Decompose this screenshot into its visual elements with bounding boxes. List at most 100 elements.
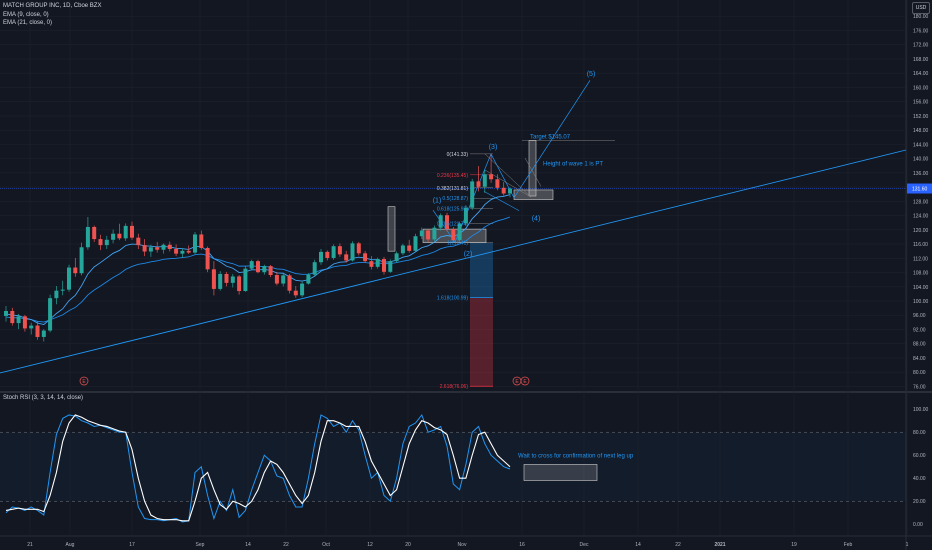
y-tick-label: 76.00 xyxy=(913,384,926,390)
candle-body xyxy=(193,234,197,253)
fib-zone-blue xyxy=(470,242,493,298)
price-axis: 76.00 80.00 84.00 88.00 92.00 96.00 100.00 104.… xyxy=(907,14,932,390)
candle-body xyxy=(148,247,153,252)
candle-body xyxy=(426,230,431,240)
wave-label: (3) xyxy=(489,144,498,151)
candle-body xyxy=(262,266,267,273)
candle-body xyxy=(400,245,405,254)
earnings-marker xyxy=(79,376,89,386)
candle-body xyxy=(432,227,437,240)
wave-height-box xyxy=(528,140,537,197)
candle-body xyxy=(167,244,172,250)
x-tick-label: Dec xyxy=(580,542,589,548)
candle-body xyxy=(174,249,179,254)
y-tick-label: 148.00 xyxy=(913,128,929,134)
x-tick-label: Feb xyxy=(844,542,853,548)
stoch-band xyxy=(0,432,906,502)
candle-body xyxy=(470,181,475,208)
candle-body xyxy=(218,273,223,289)
candle-body xyxy=(382,259,386,272)
earnings-marker xyxy=(520,376,530,386)
fib-level-label: 1.618(100.99) xyxy=(437,295,468,301)
candle-body xyxy=(312,262,317,275)
candle-body xyxy=(438,215,443,228)
candle-body xyxy=(186,250,191,253)
target-text: Target $145.07 xyxy=(530,135,571,141)
y-tick-label: 92.00 xyxy=(913,327,926,333)
candle-body xyxy=(319,251,323,263)
candle-body xyxy=(268,266,273,276)
candle-body xyxy=(136,237,141,246)
drawings xyxy=(0,80,907,387)
y-tick-label: 156.00 xyxy=(913,100,929,106)
fib-zone-red xyxy=(470,297,493,387)
candle-body xyxy=(85,226,90,248)
candle-body xyxy=(407,245,412,251)
x-tick-label: 22 xyxy=(675,542,681,548)
candle-body xyxy=(48,298,53,331)
y-tick-label: 176.00 xyxy=(913,28,929,34)
y-tick-label: 120.00 xyxy=(913,228,929,234)
x-tick-label: 17 xyxy=(129,542,135,548)
candle-body xyxy=(375,259,380,267)
candle-body xyxy=(230,276,235,283)
fib-level-label: 0.382(131.81) xyxy=(437,186,468,192)
y-tick-label: 112.00 xyxy=(913,256,928,262)
x-tick-label: Aug xyxy=(66,542,75,548)
x-tick-label: 2021 xyxy=(714,542,725,548)
candle-body xyxy=(300,283,305,296)
earnings-marker-label: E xyxy=(515,379,519,385)
stoch-k-line xyxy=(5,413,511,523)
candle-body xyxy=(142,245,147,252)
candle-body xyxy=(350,243,355,261)
y-tick-label: 96.00 xyxy=(913,313,926,319)
candle-body xyxy=(445,215,449,230)
y-tick-label: 116.00 xyxy=(913,242,928,248)
stoch-y-tick: 100.00 xyxy=(913,407,929,413)
candle-body xyxy=(161,244,166,250)
y-tick-label: 180.00 xyxy=(913,14,929,20)
candle-body xyxy=(394,253,399,262)
candle-body xyxy=(249,261,254,269)
earnings-marker-label: E xyxy=(82,379,86,385)
candle-body xyxy=(476,181,481,187)
candle-body xyxy=(224,273,229,283)
fib-level-label: 1(116.41) xyxy=(447,241,468,247)
candle-body xyxy=(67,267,71,290)
note-pointer xyxy=(524,157,542,187)
candle-body xyxy=(413,236,418,251)
currency-badge[interactable]: USD xyxy=(912,2,930,14)
x-tick-label: 14 xyxy=(245,542,251,548)
y-tick-label: 88.00 xyxy=(913,342,926,348)
stoch-legend: Stoch RSI (3, 3, 14, 14, close) xyxy=(3,395,84,401)
fib-level-label: 0.786(121.74) xyxy=(437,222,468,228)
candle-body xyxy=(451,229,456,241)
stoch-y-tick: 0.00 xyxy=(913,522,923,528)
x-tick-label: 19 xyxy=(791,542,797,548)
candle-body xyxy=(79,247,84,274)
annotation-labels: 0(141.33) 0.236(135.45) 0.382(131.81) 0.5(1… xyxy=(79,71,603,390)
consolidation-box xyxy=(513,189,554,200)
candle-body xyxy=(98,239,103,246)
x-tick-label: Nov xyxy=(458,542,467,548)
y-tick-label: 124.00 xyxy=(913,214,929,220)
wave-label: (4) xyxy=(532,215,541,222)
candle-body xyxy=(256,261,260,273)
candle-body xyxy=(388,261,393,272)
y-tick-label: 128.00 xyxy=(913,199,929,205)
candle-body xyxy=(243,268,248,292)
x-tick-label: 14 xyxy=(635,542,641,548)
stoch-note: Wait to cross for confirmation of next l… xyxy=(518,454,634,460)
last-price-label: 131.60 xyxy=(912,187,928,193)
candle-body xyxy=(73,267,78,274)
ema21-legend: EMA (21, close, 0) xyxy=(3,20,53,26)
candle-body xyxy=(457,223,462,241)
stoch-d-line xyxy=(5,414,511,522)
candles xyxy=(4,153,512,342)
y-tick-label: 136.00 xyxy=(913,171,929,177)
wave-note-text: Height of wave 1 is PT xyxy=(543,162,603,168)
candle-body xyxy=(117,233,122,239)
